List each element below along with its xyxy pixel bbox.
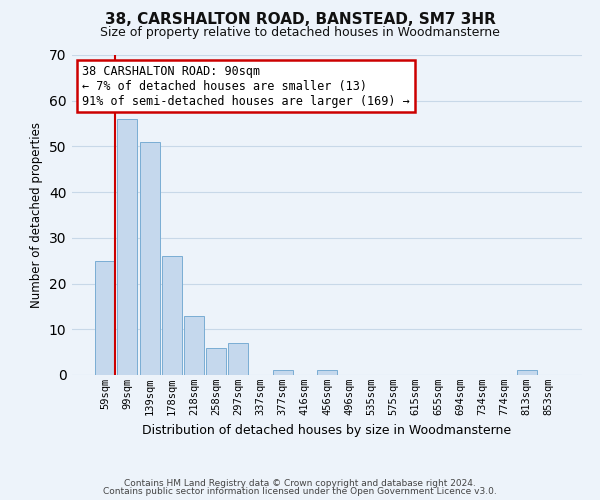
Text: Contains HM Land Registry data © Crown copyright and database right 2024.: Contains HM Land Registry data © Crown c… [124,478,476,488]
Bar [140,142,160,375]
Text: 38, CARSHALTON ROAD, BANSTEAD, SM7 3HR: 38, CARSHALTON ROAD, BANSTEAD, SM7 3HR [104,12,496,28]
Bar [317,370,337,375]
Bar [228,343,248,375]
Bar [95,260,115,375]
Y-axis label: Number of detached properties: Number of detached properties [30,122,43,308]
Text: Size of property relative to detached houses in Woodmansterne: Size of property relative to detached ho… [100,26,500,39]
Bar [517,370,536,375]
Bar [184,316,204,375]
Bar [272,370,293,375]
Text: 38 CARSHALTON ROAD: 90sqm
← 7% of detached houses are smaller (13)
91% of semi-d: 38 CARSHALTON ROAD: 90sqm ← 7% of detach… [82,64,410,108]
Text: Contains public sector information licensed under the Open Government Licence v3: Contains public sector information licen… [103,487,497,496]
Bar [118,119,137,375]
Bar [206,348,226,375]
Bar [162,256,182,375]
X-axis label: Distribution of detached houses by size in Woodmansterne: Distribution of detached houses by size … [142,424,512,436]
